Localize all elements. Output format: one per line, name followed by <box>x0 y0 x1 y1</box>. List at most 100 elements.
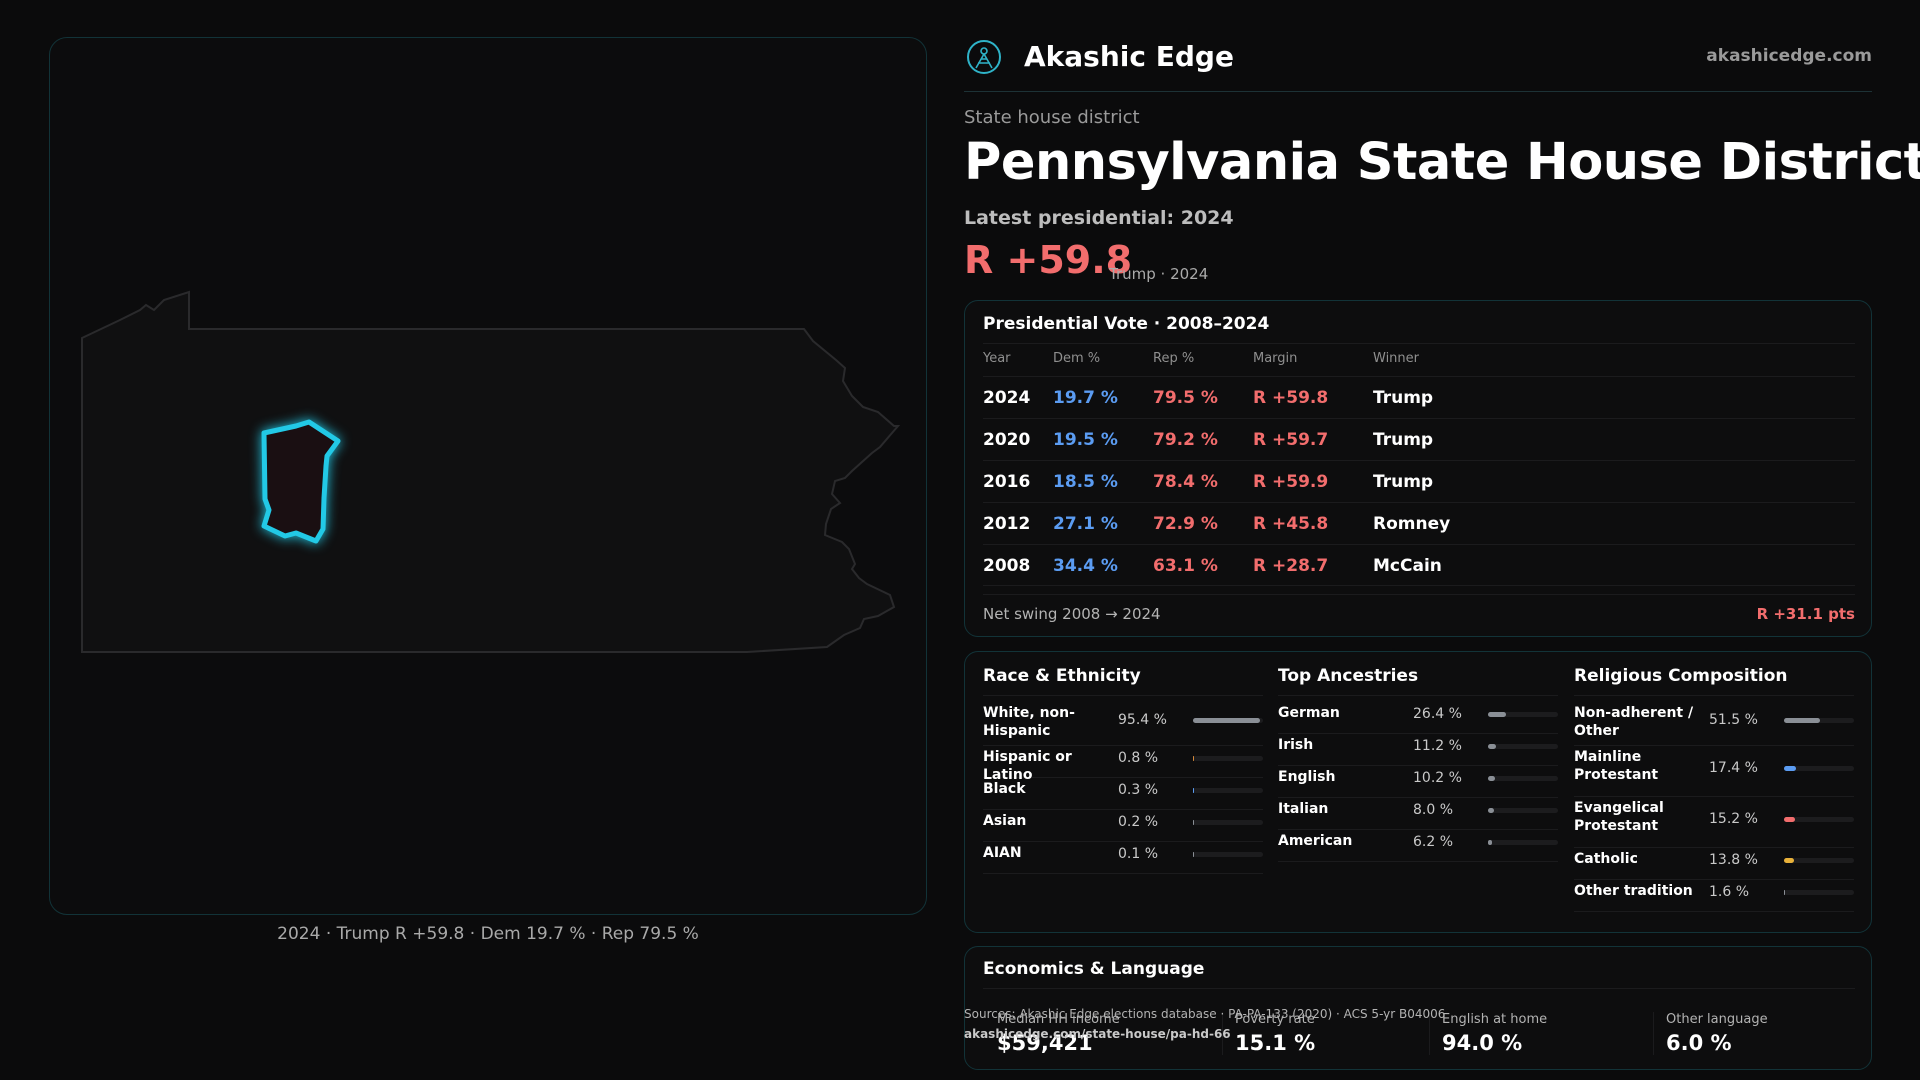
item-bar-track <box>1784 718 1854 723</box>
col-header-dem: Dem % <box>1053 351 1101 366</box>
list-item: Mainline Protestant 17.4 % <box>1574 746 1854 797</box>
item-pct: 51.5 % <box>1709 712 1758 728</box>
ancestry-title: Top Ancestries <box>1278 666 1419 686</box>
item-label: American <box>1278 833 1353 849</box>
row-winner: McCain <box>1373 556 1442 576</box>
presidential-vote-title: Presidential Vote · 2008–2024 <box>983 314 1270 334</box>
item-label: Other tradition <box>1574 883 1693 899</box>
item-bar-fill <box>1488 808 1494 813</box>
item-bar-fill <box>1488 712 1507 717</box>
district-66-shape[interactable] <box>261 419 341 544</box>
item-label: Asian <box>983 813 1027 829</box>
list-item: Evangelical Protestant 15.2 % <box>1574 797 1854 848</box>
divider <box>1278 695 1558 696</box>
item-bar-fill <box>1784 718 1821 723</box>
table-row: 2020 19.5 % 79.2 % R +59.7 Trump <box>983 418 1855 460</box>
item-bar-fill <box>1488 744 1496 749</box>
item-bar-track <box>1784 890 1854 895</box>
row-dem: 27.1 % <box>1053 514 1118 534</box>
item-bar-fill <box>1784 890 1786 895</box>
row-rep: 63.1 % <box>1153 556 1218 576</box>
row-dem: 18.5 % <box>1053 472 1118 492</box>
pennsylvania-outline <box>81 290 901 653</box>
list-item: Catholic 13.8 % <box>1574 848 1854 880</box>
divider <box>983 988 1855 989</box>
item-bar-track <box>1488 744 1558 749</box>
row-dem: 19.5 % <box>1053 430 1118 450</box>
row-year: 2024 <box>983 388 1031 408</box>
district-map[interactable] <box>50 38 928 916</box>
item-pct: 0.1 % <box>1118 846 1159 862</box>
item-bar-fill <box>1193 820 1194 825</box>
source-url-link[interactable]: akashicedge.com/state-house/pa-hd-66 <box>964 1027 1231 1041</box>
item-bar-fill <box>1784 765 1797 771</box>
econ-label: Median HH income <box>997 1012 1120 1027</box>
page-title: Pennsylvania State House District 66 <box>964 133 1920 192</box>
item-label: Evangelical Protestant <box>1574 800 1664 834</box>
item-label: Black <box>983 781 1026 797</box>
item-bar-fill <box>1488 776 1496 781</box>
list-item: Asian 0.2 % <box>983 810 1263 842</box>
item-label: Non-adherent / Other <box>1574 705 1694 739</box>
item-bar-fill <box>1784 858 1794 863</box>
item-bar-track <box>1193 756 1263 761</box>
row-year: 2012 <box>983 514 1031 534</box>
list-item: American 6.2 % <box>1278 830 1558 862</box>
net-swing: Net swing 2008 → 2024 R +31.1 pts <box>983 594 1855 623</box>
item-pct: 0.3 % <box>1118 782 1159 798</box>
sources-text: Sources: Akashic Edge elections database… <box>964 1007 1446 1021</box>
item-pct: 13.8 % <box>1709 852 1758 868</box>
econ-value: $59,421 <box>997 1031 1093 1055</box>
table-row: 2024 19.7 % 79.5 % R +59.8 Trump <box>983 376 1855 418</box>
table-row: 2012 27.1 % 72.9 % R +45.8 Romney <box>983 502 1855 544</box>
row-rep: 72.9 % <box>1153 514 1218 534</box>
brand-name: Akashic Edge <box>1024 40 1234 73</box>
item-label: Mainline Protestant <box>1574 749 1659 783</box>
source-footer: Sources: Akashic Edge elections database… <box>964 1004 1445 1044</box>
list-item: Italian 8.0 % <box>1278 798 1558 830</box>
akashic-edge-logo-icon <box>967 40 1001 74</box>
item-bar-track <box>1488 712 1558 717</box>
item-label: English <box>1278 769 1336 785</box>
item-pct: 1.6 % <box>1709 884 1750 900</box>
col-header-margin: Margin <box>1253 351 1298 366</box>
econ-other-language: Other language 6.0 % <box>1653 1012 1768 1055</box>
item-pct: 8.0 % <box>1413 802 1454 818</box>
econ-median-income: Median HH income $59,421 <box>997 1012 1120 1055</box>
row-margin: R +59.7 <box>1253 430 1329 450</box>
headline-margin-sub: Trump · 2024 <box>1109 265 1209 283</box>
list-item: AIAN 0.1 % <box>983 842 1263 874</box>
row-winner: Romney <box>1373 514 1451 534</box>
row-dem: 19.7 % <box>1053 388 1118 408</box>
row-rep: 78.4 % <box>1153 472 1218 492</box>
econ-value: 6.0 % <box>1666 1031 1732 1055</box>
econ-label: Other language <box>1666 1012 1768 1027</box>
item-label: Catholic <box>1574 851 1638 867</box>
race-ethnicity-title: Race & Ethnicity <box>983 666 1141 686</box>
item-pct: 17.4 % <box>1709 759 1758 776</box>
item-bar-track <box>1193 788 1263 793</box>
map-panel[interactable] <box>49 37 927 915</box>
list-item: German 26.4 % <box>1278 702 1558 734</box>
brand-header: Akashic Edge akashicedge.com <box>964 36 1872 92</box>
list-item: Black 0.3 % <box>983 778 1263 810</box>
item-bar-fill <box>1784 816 1795 822</box>
item-label: AIAN <box>983 845 1022 861</box>
divider <box>1574 695 1854 696</box>
presidential-vote-card: Presidential Vote · 2008–2024 Year Dem %… <box>964 300 1872 637</box>
table-row: 2016 18.5 % 78.4 % R +59.9 Trump <box>983 460 1855 502</box>
item-bar-track <box>1488 840 1558 845</box>
brand-url-link[interactable]: akashicedge.com <box>1706 46 1872 66</box>
row-rep: 79.2 % <box>1153 430 1218 450</box>
item-bar-track <box>1193 820 1263 825</box>
econ-label: English at home <box>1442 1012 1548 1027</box>
item-label: German <box>1278 705 1340 721</box>
item-bar-fill <box>1193 718 1260 723</box>
item-bar-track <box>1193 852 1263 857</box>
item-bar-fill <box>1488 840 1493 845</box>
row-margin: R +45.8 <box>1253 514 1329 534</box>
net-swing-label: Net swing 2008 → 2024 <box>983 605 1161 623</box>
item-label: Hispanic or Latino <box>983 749 1072 783</box>
item-pct: 95.4 % <box>1118 712 1167 728</box>
item-bar-track <box>1193 718 1263 723</box>
